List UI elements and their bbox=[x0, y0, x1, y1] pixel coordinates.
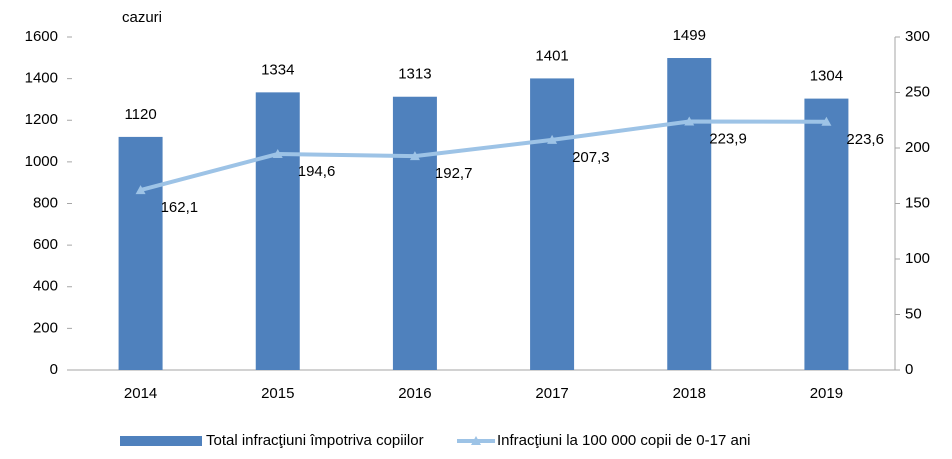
y2-tick-label: 100 bbox=[905, 250, 930, 267]
data-label: 207,3 bbox=[572, 149, 610, 166]
y-tick-label: 1400 bbox=[25, 70, 58, 87]
bar bbox=[530, 78, 575, 371]
data-label: 223,6 bbox=[846, 131, 884, 148]
y-axis-label: cazuri bbox=[122, 9, 162, 26]
data-label: 1499 bbox=[673, 27, 706, 44]
y2-tick-label: 300 bbox=[905, 28, 930, 45]
data-label: 223,9 bbox=[709, 130, 747, 147]
line-marker bbox=[135, 185, 146, 195]
y-tick-label: 1000 bbox=[25, 153, 58, 170]
bar bbox=[255, 92, 300, 370]
data-label: 1313 bbox=[398, 66, 431, 83]
y2-tick-label: 50 bbox=[905, 305, 922, 322]
line-marker bbox=[547, 134, 558, 144]
y2-tick-label: 250 bbox=[905, 83, 930, 100]
bar bbox=[804, 98, 849, 370]
data-label: 162,1 bbox=[161, 199, 199, 216]
data-label: 1304 bbox=[810, 68, 843, 85]
data-label: 1120 bbox=[124, 106, 156, 123]
y-tick-label: 800 bbox=[33, 194, 58, 211]
legend-label: Infracţiuni la 100 000 copii de 0-17 ani bbox=[497, 432, 751, 449]
line-marker bbox=[272, 148, 283, 158]
data-label: 194,6 bbox=[298, 163, 336, 180]
legend-marker bbox=[471, 436, 481, 445]
y-tick-label: 400 bbox=[33, 278, 58, 295]
legend-swatch bbox=[120, 436, 202, 446]
y-tick-label: 600 bbox=[33, 236, 58, 253]
bar bbox=[392, 96, 437, 370]
line bbox=[140, 119, 827, 193]
bar bbox=[667, 58, 712, 370]
bar bbox=[118, 136, 163, 370]
x-tick-label: 2015 bbox=[261, 385, 294, 402]
line-marker bbox=[821, 116, 832, 126]
x-tick-label: 2014 bbox=[124, 385, 157, 402]
x-tick-label: 2019 bbox=[810, 385, 843, 402]
data-label: 1334 bbox=[261, 61, 294, 78]
y2-tick-label: 200 bbox=[905, 139, 930, 156]
y-tick-label: 200 bbox=[33, 319, 58, 336]
y-tick-label: 0 bbox=[50, 361, 58, 378]
y2-tick-label: 0 bbox=[905, 361, 913, 378]
line-marker bbox=[409, 151, 420, 161]
y-tick-label: 1200 bbox=[25, 111, 58, 128]
line-marker bbox=[684, 116, 695, 126]
x-tick-label: 2016 bbox=[398, 385, 431, 402]
x-tick-label: 2017 bbox=[535, 385, 568, 402]
y-tick-label: 1600 bbox=[25, 28, 58, 45]
data-label: 1401 bbox=[535, 47, 568, 64]
data-label: 192,7 bbox=[435, 165, 473, 182]
legend-label: Total infracţiuni împotriva copiilor bbox=[206, 432, 424, 449]
y2-tick-label: 150 bbox=[905, 194, 930, 211]
x-tick-label: 2018 bbox=[673, 385, 706, 402]
